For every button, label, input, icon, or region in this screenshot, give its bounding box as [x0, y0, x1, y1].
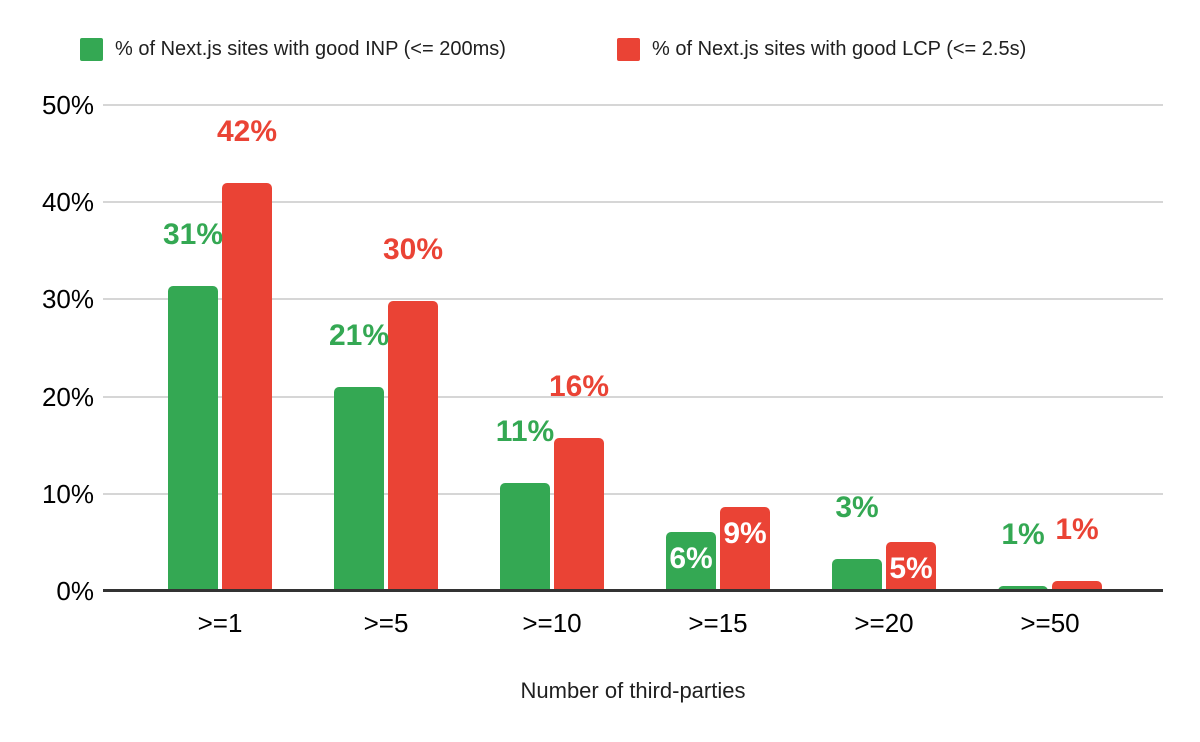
- bar-inp->=50: [998, 586, 1048, 591]
- grid-line: [103, 104, 1163, 106]
- grid-line: [103, 492, 1163, 495]
- bar-inp->=20: [832, 558, 882, 591]
- bar-lcp->=20: [886, 542, 936, 591]
- y-tick-label: 30%: [41, 284, 94, 315]
- legend-item-lcp: % of Next.js sites with good LCP (<= 2.5…: [617, 36, 1026, 63]
- bar-value-label: 16%: [548, 370, 610, 404]
- bar-inp->=5: [334, 386, 384, 591]
- bar-value-label: 1%: [1001, 518, 1045, 552]
- bar-lcp->=5: [388, 301, 438, 591]
- grid-line: [103, 201, 1163, 204]
- legend-swatch-lcp-icon: [617, 38, 640, 61]
- legend-label-inp: % of Next.js sites with good INP (<= 200…: [115, 38, 506, 60]
- x-axis-title: Number of third-parties: [520, 678, 746, 703]
- y-tick-label: 40%: [41, 187, 94, 218]
- x-tick-label: >=1: [197, 608, 243, 638]
- grid-line: [103, 395, 1163, 398]
- bar-lcp->=1: [222, 182, 272, 591]
- bar-value-label: 3%: [835, 490, 879, 524]
- bar-inp->=15: [666, 531, 716, 591]
- x-tick-label: >=5: [363, 608, 409, 638]
- x-tick-label: >=10: [522, 608, 582, 638]
- bar-inp->=1: [168, 285, 218, 591]
- bar-lcp->=10: [554, 438, 604, 591]
- bar-value-label: 9%: [723, 517, 767, 551]
- bar-value-label: 31%: [162, 217, 224, 251]
- y-tick-label: 50%: [41, 90, 94, 120]
- y-tick-label: 20%: [41, 381, 94, 412]
- bar-value-label: 5%: [889, 552, 933, 586]
- bar-value-label: 21%: [328, 318, 390, 352]
- legend-label-lcp: % of Next.js sites with good LCP (<= 2.5…: [652, 38, 1027, 60]
- bar-lcp->=15: [720, 507, 770, 591]
- grid-line: [103, 298, 1163, 301]
- legend-item-inp: % of Next.js sites with good INP (<= 200…: [80, 36, 506, 63]
- bar-value-label: 1%: [1055, 513, 1099, 547]
- x-tick-label: >=20: [854, 608, 914, 638]
- x-tick-label: >=50: [1020, 608, 1080, 638]
- legend-swatch-inp-icon: [80, 38, 103, 61]
- bar-lcp->=50: [1052, 581, 1102, 591]
- x-tick-label: >=15: [688, 608, 748, 638]
- y-tick-label: 0%: [56, 576, 94, 606]
- bar-inp->=10: [500, 483, 550, 591]
- y-tick-label: 10%: [41, 478, 94, 509]
- x-axis-line: [103, 589, 1163, 592]
- bar-value-label: 30%: [382, 233, 444, 267]
- plot-area: 31% 21% 11% 6% 3% 1% 42% 30% 16% 9% 5% 1%: [103, 104, 1163, 592]
- bar-value-label: 11%: [495, 415, 555, 449]
- bar-value-label: 42%: [216, 114, 278, 148]
- bar-value-label: 6%: [669, 541, 713, 575]
